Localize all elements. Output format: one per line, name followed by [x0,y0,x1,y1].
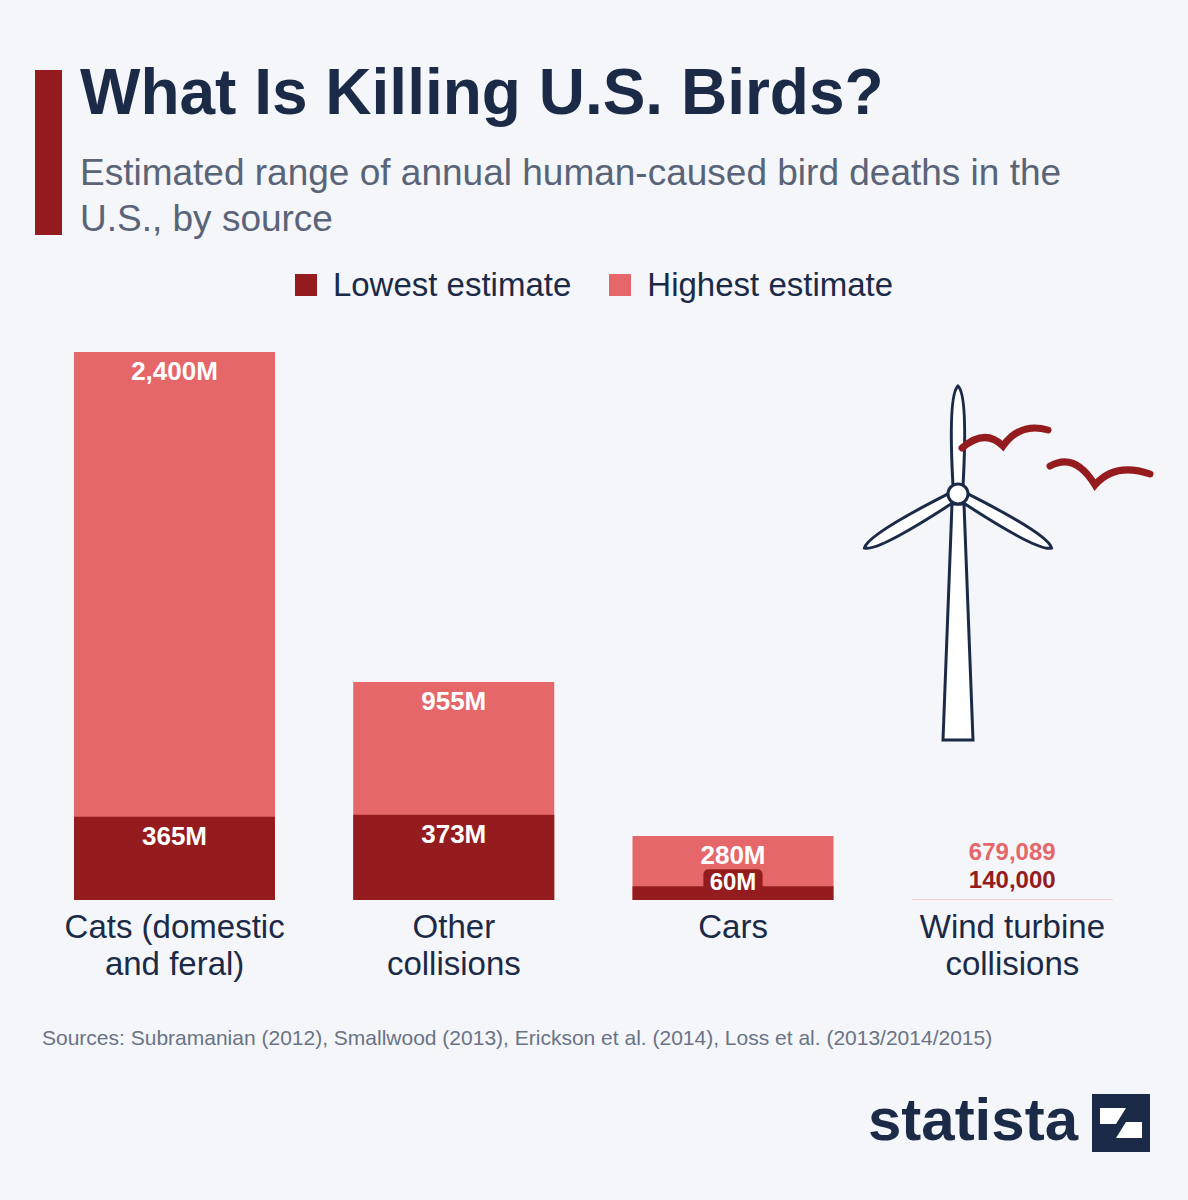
svg-text:Cats (domesticand feral): Cats (domesticand feral) [65,908,285,982]
html-text:What Is Killing U.S. Birds?: What Is Killing U.S. Birds? [80,56,884,128]
svg-text:955M: 955M [421,686,486,716]
svg-text:60M: 60M [710,868,757,895]
html-text:Highest estimate: Highest estimate [647,266,894,303]
svg-text:Cars: Cars [698,908,768,945]
html-text:Estimated range of annual huma: Estimated range of annual human-caused b… [80,152,1062,239]
svg-text:140,000: 140,000 [969,866,1056,893]
svg-text:373M: 373M [421,819,486,849]
svg-text:679,089: 679,089 [969,838,1056,865]
svg-text:365M: 365M [142,821,207,851]
svg-text:2,400M: 2,400M [131,356,218,386]
html-text:Sources: Subramanian (2012), S: Sources: Subramanian (2012), Smallwood (… [42,1026,993,1049]
html-text:statista: statista [867,1086,1078,1153]
html-text:Lowest estimate: Lowest estimate [332,266,572,303]
svg-text:Wind turbinecollisions: Wind turbinecollisions [920,908,1105,982]
svg-text:Othercollisions: Othercollisions [387,908,521,982]
svg-text:280M: 280M [700,840,765,870]
